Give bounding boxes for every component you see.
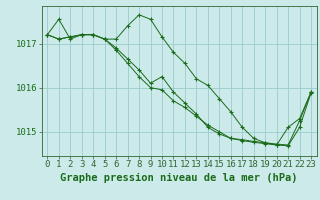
X-axis label: Graphe pression niveau de la mer (hPa): Graphe pression niveau de la mer (hPa) <box>60 173 298 183</box>
